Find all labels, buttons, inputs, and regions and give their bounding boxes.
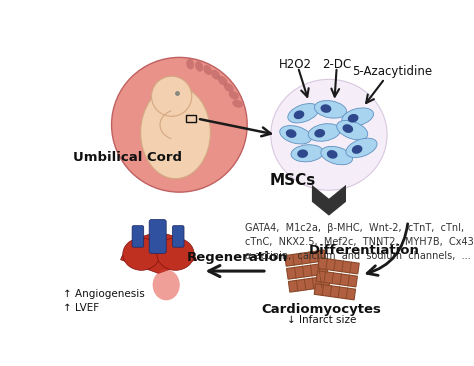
Polygon shape — [285, 250, 326, 266]
Ellipse shape — [286, 129, 297, 138]
Text: Umbilical Cord: Umbilical Cord — [73, 152, 182, 164]
Polygon shape — [314, 284, 356, 300]
Ellipse shape — [291, 145, 323, 162]
Polygon shape — [316, 270, 357, 287]
Ellipse shape — [346, 138, 377, 157]
Text: ↑ Angiogenesis
↑ LVEF: ↑ Angiogenesis ↑ LVEF — [63, 289, 145, 313]
Polygon shape — [288, 276, 330, 292]
Text: H2O2: H2O2 — [279, 58, 312, 71]
FancyBboxPatch shape — [149, 220, 166, 253]
Ellipse shape — [123, 238, 160, 270]
Ellipse shape — [224, 83, 234, 92]
Ellipse shape — [203, 65, 212, 75]
FancyBboxPatch shape — [173, 226, 184, 247]
Ellipse shape — [314, 129, 325, 138]
Ellipse shape — [314, 101, 346, 118]
Polygon shape — [287, 263, 328, 279]
Text: Differentiation: Differentiation — [309, 244, 419, 257]
Ellipse shape — [348, 114, 358, 123]
Ellipse shape — [195, 61, 203, 72]
Ellipse shape — [288, 104, 319, 123]
Ellipse shape — [211, 70, 220, 80]
Ellipse shape — [342, 108, 374, 126]
FancyBboxPatch shape — [132, 226, 144, 247]
Text: 2-DC: 2-DC — [322, 58, 351, 71]
Ellipse shape — [153, 269, 180, 300]
Ellipse shape — [321, 146, 353, 165]
Ellipse shape — [232, 100, 243, 108]
Ellipse shape — [327, 150, 337, 159]
Text: Regeneration: Regeneration — [187, 251, 288, 265]
Polygon shape — [312, 185, 346, 216]
Ellipse shape — [294, 111, 304, 119]
Ellipse shape — [337, 120, 368, 140]
Polygon shape — [318, 258, 359, 274]
Text: ↓ Infarct size: ↓ Infarct size — [286, 315, 356, 325]
Ellipse shape — [229, 91, 239, 100]
Ellipse shape — [141, 86, 210, 179]
Ellipse shape — [157, 238, 194, 270]
Text: Cardiomyocytes: Cardiomyocytes — [261, 303, 381, 315]
Wedge shape — [120, 234, 196, 273]
Ellipse shape — [320, 104, 331, 113]
Text: 5-Azacytidine: 5-Azacytidine — [353, 66, 433, 78]
Bar — [186, 115, 196, 123]
Ellipse shape — [280, 126, 311, 144]
Text: GATA4,  M1c2a,  β-MHC,  Wnt-2,  cTnT,  cTnI,
cTnC,  NKX2.5,  Mef2c,  TNNT2,  MYH: GATA4, M1c2a, β-MHC, Wnt-2, cTnT, cTnI, … — [245, 223, 474, 261]
Ellipse shape — [152, 76, 192, 116]
Ellipse shape — [111, 57, 247, 192]
Ellipse shape — [218, 76, 228, 85]
Ellipse shape — [352, 145, 363, 154]
Ellipse shape — [308, 124, 340, 141]
Ellipse shape — [343, 124, 353, 133]
Ellipse shape — [297, 149, 308, 158]
Text: MSCs: MSCs — [270, 173, 316, 188]
Ellipse shape — [271, 79, 387, 190]
Ellipse shape — [186, 59, 194, 70]
